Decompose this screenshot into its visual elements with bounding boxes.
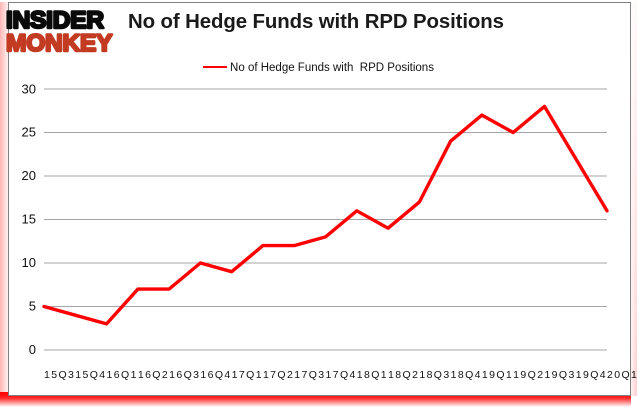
- svg-text:10: 10: [22, 255, 36, 270]
- svg-text:0: 0: [29, 342, 36, 357]
- svg-text:20Q1: 20Q1: [607, 369, 637, 381]
- svg-text:30: 30: [22, 82, 36, 97]
- svg-text:18Q1: 18Q1: [357, 369, 388, 381]
- svg-text:MONKEY: MONKEY: [6, 30, 112, 57]
- svg-text:15Q4: 15Q4: [75, 369, 106, 381]
- svg-text:5: 5: [29, 299, 36, 314]
- svg-text:17Q1: 17Q1: [232, 369, 263, 381]
- svg-text:15Q3: 15Q3: [44, 369, 75, 381]
- svg-text:19Q1: 19Q1: [482, 369, 513, 381]
- svg-text:17Q4: 17Q4: [326, 369, 357, 381]
- svg-text:18Q2: 18Q2: [388, 369, 419, 381]
- svg-text:16Q1: 16Q1: [107, 369, 138, 381]
- svg-text:18Q3: 18Q3: [419, 369, 450, 381]
- svg-text:16Q2: 16Q2: [138, 369, 169, 381]
- svg-text:18Q4: 18Q4: [451, 369, 482, 381]
- svg-text:19Q4: 19Q4: [576, 369, 607, 381]
- svg-text:19Q3: 19Q3: [544, 369, 575, 381]
- svg-text:16Q4: 16Q4: [200, 369, 231, 381]
- svg-text:20: 20: [22, 168, 36, 183]
- svg-text:15: 15: [22, 212, 36, 227]
- svg-text:16Q3: 16Q3: [169, 369, 200, 381]
- svg-text:17Q3: 17Q3: [294, 369, 325, 381]
- svg-text:17Q2: 17Q2: [263, 369, 294, 381]
- svg-text:25: 25: [22, 125, 36, 140]
- svg-text:19Q2: 19Q2: [513, 369, 544, 381]
